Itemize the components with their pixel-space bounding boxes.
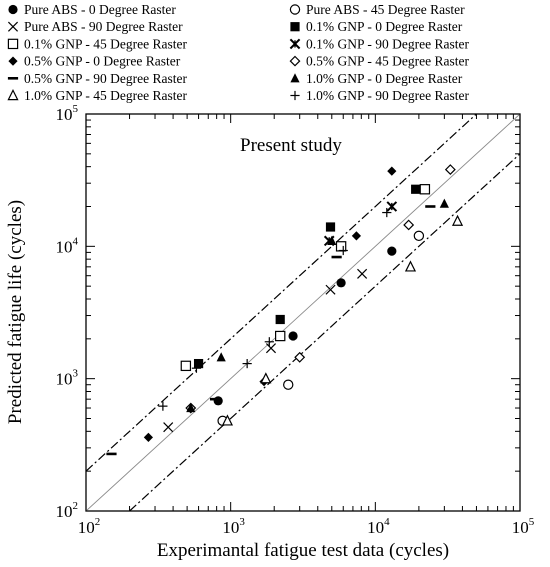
- data-point-series-1: [213, 396, 223, 406]
- data-point-series-12: [338, 245, 348, 256]
- data-point-series-5: [180, 360, 192, 372]
- data-point-series-3: [357, 268, 368, 279]
- data-point-series-4: [411, 184, 421, 194]
- legend-item: 0.1% GNP - 90 Degree Raster: [289, 36, 469, 51]
- data-point-series-1: [336, 278, 346, 288]
- legend-label: 0.1% GNP - 0 Degree Raster: [306, 19, 463, 34]
- x-tick-label: 105: [512, 516, 535, 537]
- legend-item: Pure ABS - 0 Degree Raster: [8, 2, 176, 17]
- data-point-series-8: [444, 164, 456, 176]
- data-points: [106, 164, 464, 456]
- legend-marker: [8, 4, 18, 15]
- y-tick-label: 102: [56, 500, 79, 521]
- data-point-series-5: [275, 330, 286, 342]
- legend-label: 0.5% GNP - 90 Degree Raster: [24, 71, 187, 86]
- data-point-series-12: [264, 337, 274, 347]
- legend-label: Pure ABS - 0 Degree Raster: [24, 2, 176, 17]
- legend-item: 1.0% GNP - 90 Degree Raster: [290, 88, 469, 103]
- reference-line-perfect: [85, 113, 521, 512]
- legend-marker: [289, 38, 301, 50]
- legend-marker: [7, 89, 19, 101]
- y-tick-label: 104: [56, 235, 79, 256]
- data-point-series-11: [221, 414, 234, 426]
- plot-area: [85, 113, 521, 512]
- y-axis-title: Predicted fatigue life (cycles): [5, 200, 26, 424]
- legend-marker: [289, 55, 301, 67]
- x-tick-label: 103: [222, 516, 245, 537]
- data-point-series-3: [325, 284, 336, 295]
- data-point-series-2: [283, 379, 294, 390]
- x-tick-label: 102: [78, 516, 101, 537]
- data-point-series-2: [413, 230, 425, 242]
- reference-line-upper: [85, 113, 477, 472]
- legend-item: Pure ABS - 90 Degree Raster: [7, 19, 183, 34]
- legend-marker: [290, 22, 300, 32]
- legend-marker: [290, 73, 300, 83]
- data-point-series-1: [288, 331, 298, 341]
- legend-marker: [8, 56, 18, 66]
- data-point-series-10: [186, 402, 196, 413]
- data-point-series-5: [419, 184, 431, 195]
- data-point-series-1: [387, 246, 397, 256]
- data-point-series-11: [260, 372, 272, 384]
- data-point-series-10: [327, 235, 337, 245]
- data-point-series-8: [294, 351, 306, 363]
- legend-marker: [290, 90, 300, 101]
- reference-lines: [85, 113, 521, 512]
- plot-frame: [85, 113, 521, 512]
- data-point-series-12: [191, 363, 202, 373]
- data-point-series-3: [265, 343, 277, 354]
- legend-label: Pure ABS - 45 Degree Raster: [306, 2, 465, 17]
- data-point-series-11: [404, 260, 417, 272]
- legend-item: 0.1% GNP - 0 Degree Raster: [290, 19, 463, 34]
- legend-label: 0.1% GNP - 90 Degree Raster: [306, 36, 469, 51]
- legend-label: 1.0% GNP - 90 Degree Raster: [306, 88, 469, 103]
- x-axis-title: Experimantal fatigue test data (cycles): [157, 540, 449, 561]
- data-point-series-7: [351, 231, 362, 241]
- data-point-series-4: [275, 314, 285, 325]
- legend-label: 1.0% GNP - 45 Degree Raster: [24, 88, 187, 103]
- legend-label: Pure ABS - 90 Degree Raster: [24, 19, 183, 34]
- y-tick-label: 103: [56, 368, 79, 389]
- data-point-series-12: [382, 207, 392, 218]
- annotation-present-study: Present study: [240, 135, 342, 156]
- legend-item: Pure ABS - 45 Degree Raster: [289, 2, 465, 17]
- data-point-series-5: [335, 241, 347, 252]
- data-point-series-6: [386, 201, 398, 212]
- data-point-series-10: [216, 352, 226, 362]
- data-point-series-7: [143, 432, 154, 442]
- legend-item: 0.1% GNP - 45 Degree Raster: [7, 36, 187, 51]
- axis-ticks: [85, 113, 521, 512]
- legend-label: 0.1% GNP - 45 Degree Raster: [24, 36, 187, 51]
- data-point-series-12: [242, 358, 252, 369]
- data-point-series-10: [439, 198, 449, 208]
- data-point-series-12: [158, 401, 168, 411]
- tick-labels: 102 103 104 105 102 103 104 105: [56, 103, 535, 537]
- chart-legend: Pure ABS - 0 Degree Raster Pure ABS - 45 …: [7, 2, 469, 103]
- data-point-series-4: [193, 358, 204, 369]
- legend-label: 0.5% GNP - 45 Degree Raster: [306, 54, 469, 69]
- data-point-series-7: [387, 166, 397, 176]
- legend-marker: [289, 4, 301, 15]
- data-point-series-4: [325, 222, 336, 232]
- data-point-series-3: [163, 422, 174, 433]
- legend-marker: [7, 21, 19, 32]
- legend-item: 0.5% GNP - 90 Degree Raster: [7, 71, 187, 86]
- legend-label: 0.5% GNP - 0 Degree Raster: [24, 54, 181, 69]
- legend-label: 1.0% GNP - 0 Degree Raster: [306, 71, 463, 86]
- legend-marker: [7, 38, 19, 50]
- y-tick-label: 105: [56, 103, 79, 124]
- x-tick-label: 104: [367, 516, 390, 537]
- reference-line-lower: [129, 153, 521, 512]
- data-point-series-11: [451, 214, 464, 226]
- legend-item: 1.0% GNP - 45 Degree Raster: [7, 88, 187, 103]
- data-point-series-8: [403, 219, 415, 231]
- legend-item: 1.0% GNP - 0 Degree Raster: [290, 71, 463, 86]
- legend-item: 0.5% GNP - 0 Degree Raster: [8, 54, 181, 69]
- legend-item: 0.5% GNP - 45 Degree Raster: [289, 54, 469, 69]
